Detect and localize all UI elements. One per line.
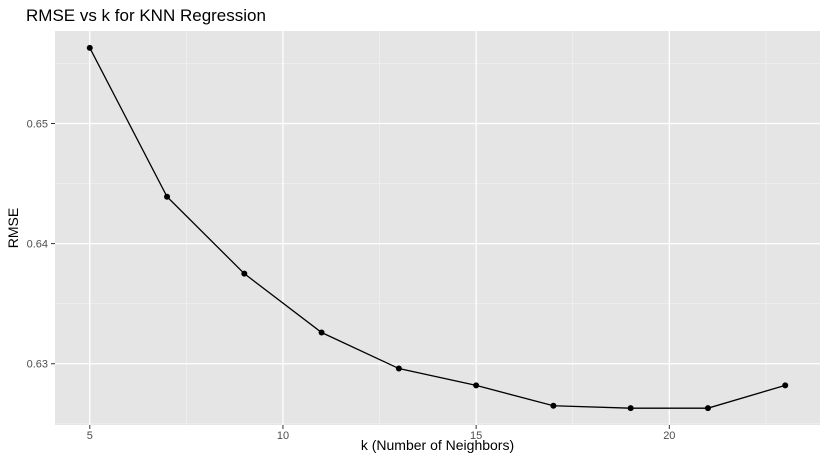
y-tick-label: 0.64 [27,239,48,251]
data-point [87,45,93,51]
chart-title: RMSE vs k for KNN Regression [26,6,266,25]
y-axis-label: RMSE [5,208,21,248]
data-point [473,382,479,388]
y-tick-label: 0.63 [27,359,48,371]
data-point [550,403,556,409]
y-tick-label: 0.65 [27,118,48,130]
data-point [241,271,247,277]
data-point [705,405,711,411]
data-point [628,405,634,411]
data-point [396,366,402,372]
data-point [319,330,325,336]
x-tick-label: 5 [87,430,93,442]
data-point [782,382,788,388]
x-tick-label: 20 [663,430,675,442]
x-tick-label: 10 [277,430,289,442]
plot-panel [55,31,820,425]
data-point [164,194,170,200]
x-axis-label: k (Number of Neighbors) [361,437,514,453]
